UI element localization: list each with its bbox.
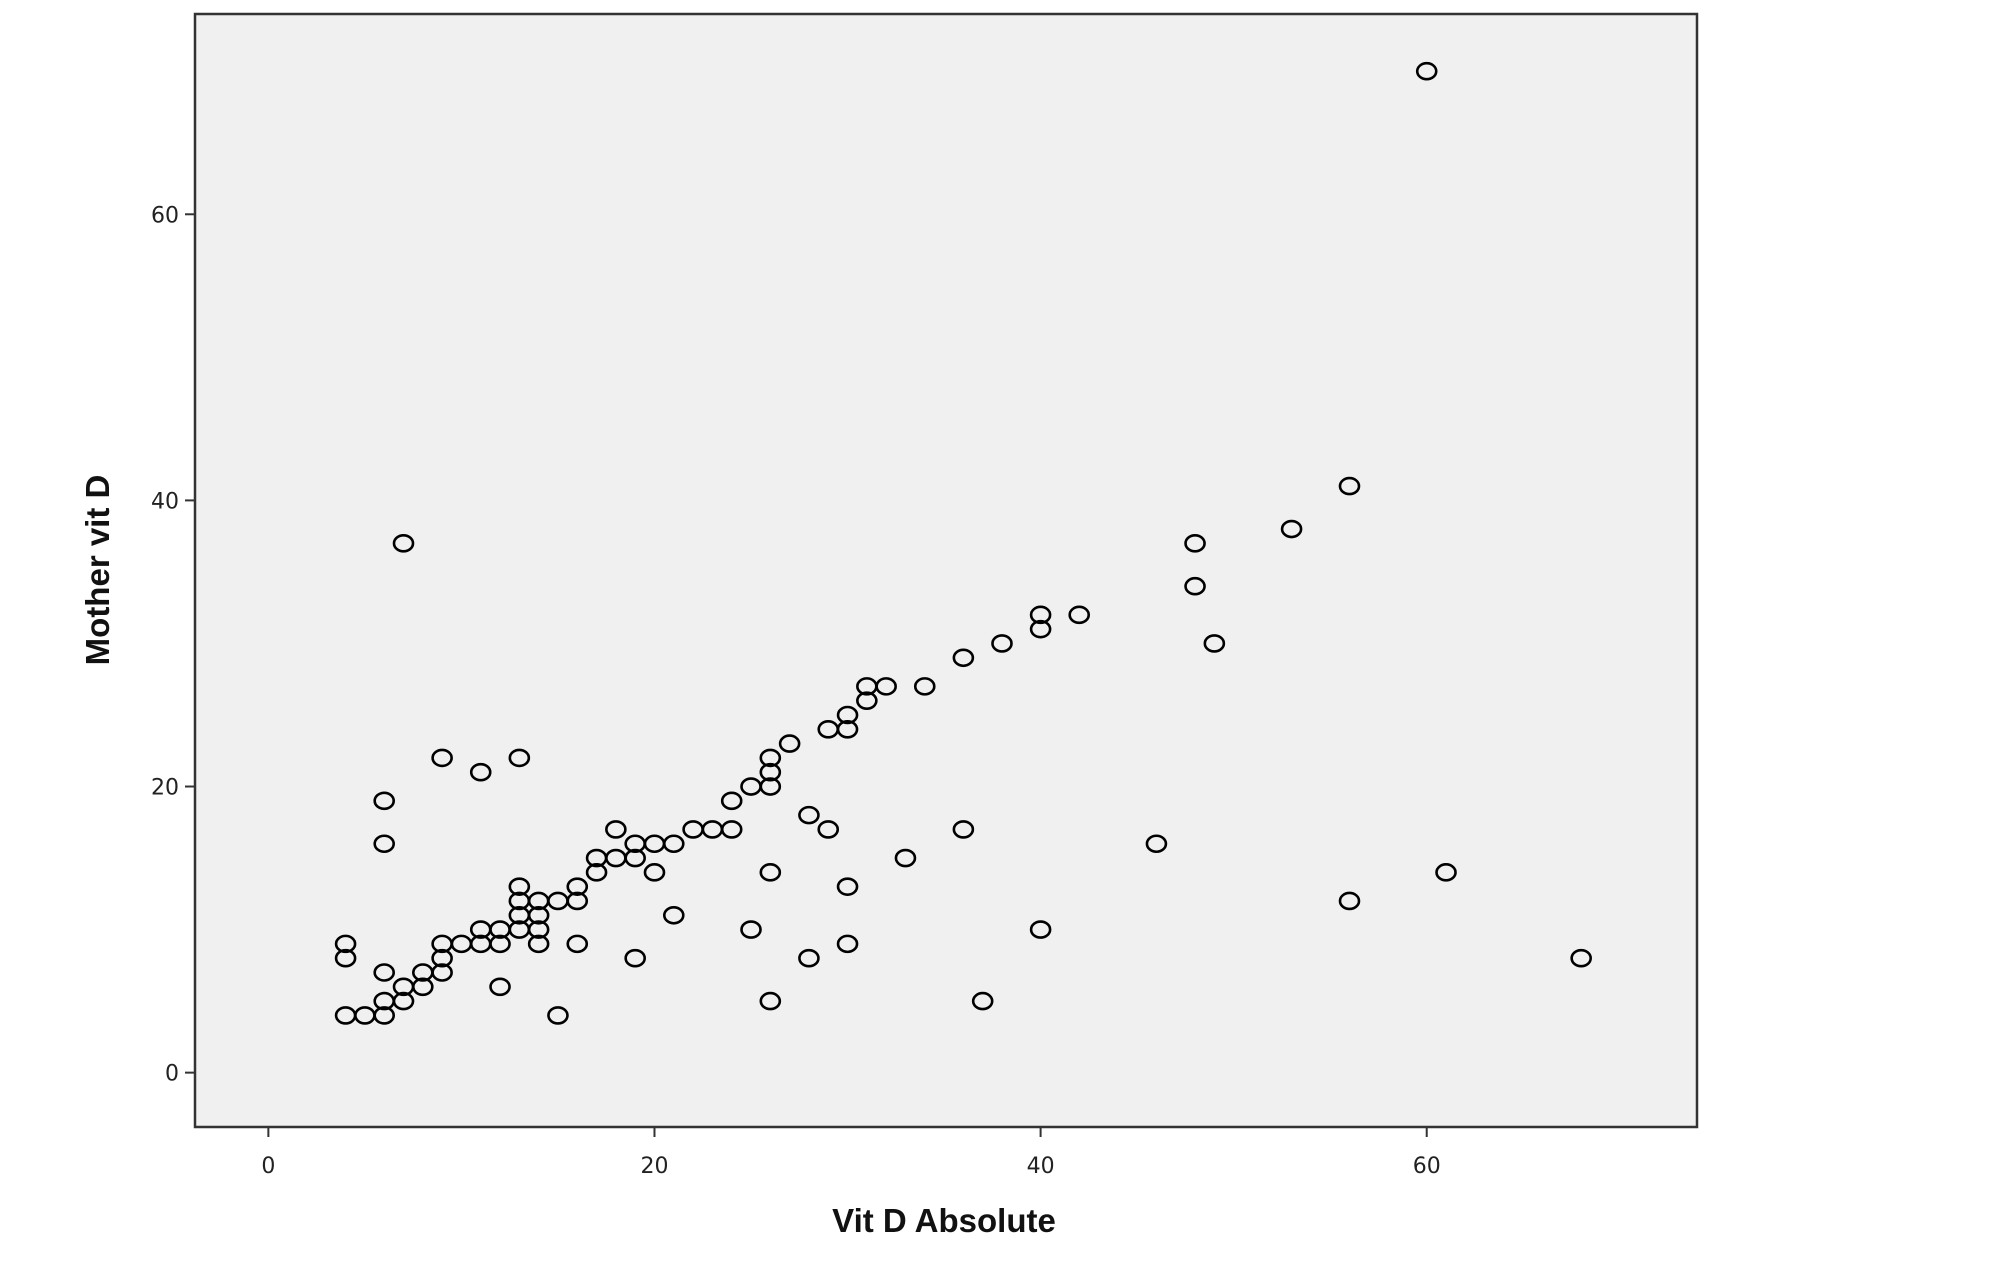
- data-point: [836, 719, 859, 739]
- data-point: [431, 948, 453, 968]
- data-point: [991, 634, 1013, 653]
- data-points: [334, 61, 1592, 1025]
- data-point: [1029, 605, 1052, 625]
- data-point: [431, 963, 453, 982]
- data-point: [1435, 863, 1457, 882]
- data-point: [913, 677, 936, 696]
- data-point: [1338, 891, 1361, 911]
- x-axis-ticks: 0 20 40 60: [261, 1127, 1441, 1179]
- data-point: [740, 920, 762, 939]
- data-point: [759, 777, 782, 796]
- data-point: [1029, 920, 1052, 939]
- x-tick-label: 20: [640, 1154, 668, 1179]
- data-point: [720, 820, 743, 839]
- data-point: [1184, 576, 1206, 596]
- data-point: [836, 934, 859, 954]
- y-tick-label: 60: [151, 203, 179, 228]
- data-point: [1203, 634, 1226, 653]
- data-point: [508, 877, 531, 896]
- data-point: [1338, 476, 1361, 496]
- data-point: [817, 820, 840, 839]
- data-point: [778, 734, 801, 753]
- data-point: [798, 948, 820, 968]
- data-point: [334, 948, 357, 968]
- data-point: [527, 905, 550, 925]
- data-point: [412, 977, 434, 997]
- data-point: [373, 1006, 395, 1025]
- data-point: [1145, 834, 1168, 854]
- data-point: [489, 977, 511, 997]
- data-point: [662, 905, 685, 925]
- data-point: [643, 863, 666, 882]
- data-point: [971, 991, 994, 1011]
- data-point: [373, 963, 395, 982]
- data-point: [836, 705, 859, 725]
- x-tick-label: 40: [1027, 1154, 1055, 1179]
- data-point: [1415, 61, 1438, 81]
- y-tick-label: 40: [151, 489, 179, 514]
- plot-area: [193, 12, 1699, 1129]
- data-point: [894, 848, 917, 868]
- y-axis-title: Mother vit D: [79, 475, 116, 666]
- data-point: [759, 863, 782, 882]
- data-point: [952, 648, 975, 668]
- data-point: [392, 534, 415, 553]
- data-point: [952, 820, 975, 839]
- y-axis-ticks: 0 20 40 60: [151, 203, 195, 1087]
- data-point: [836, 877, 859, 896]
- data-point: [527, 934, 550, 954]
- data-point: [759, 762, 782, 782]
- data-point: [720, 791, 743, 811]
- data-point: [431, 748, 453, 768]
- x-axis-title: Vit D Absolute: [832, 1202, 1056, 1239]
- data-point: [1029, 619, 1052, 639]
- data-point: [566, 891, 589, 911]
- data-point: [566, 877, 589, 896]
- data-point: [875, 677, 897, 696]
- data-point: [585, 863, 608, 882]
- y-tick-label: 20: [151, 776, 179, 801]
- data-point: [662, 834, 685, 854]
- data-point: [547, 1006, 569, 1025]
- data-point: [508, 748, 531, 768]
- x-tick-label: 0: [261, 1154, 275, 1179]
- data-point: [373, 834, 395, 854]
- data-point: [798, 805, 820, 825]
- data-point: [489, 934, 511, 954]
- data-point: [1570, 948, 1592, 968]
- x-tick-label: 60: [1413, 1154, 1441, 1179]
- data-point: [1068, 605, 1091, 625]
- data-point: [624, 948, 646, 968]
- data-point: [1184, 534, 1206, 553]
- data-point: [373, 791, 395, 811]
- data-point: [566, 934, 589, 954]
- data-point: [759, 748, 782, 768]
- data-point: [392, 991, 415, 1011]
- data-point: [469, 762, 492, 782]
- data-point: [759, 991, 782, 1011]
- data-point: [334, 934, 357, 954]
- data-point: [527, 920, 550, 939]
- data-point: [856, 691, 878, 710]
- data-point: [1280, 519, 1303, 539]
- data-point: [624, 848, 646, 868]
- data-point: [605, 820, 627, 839]
- y-tick-label: 0: [165, 1062, 179, 1087]
